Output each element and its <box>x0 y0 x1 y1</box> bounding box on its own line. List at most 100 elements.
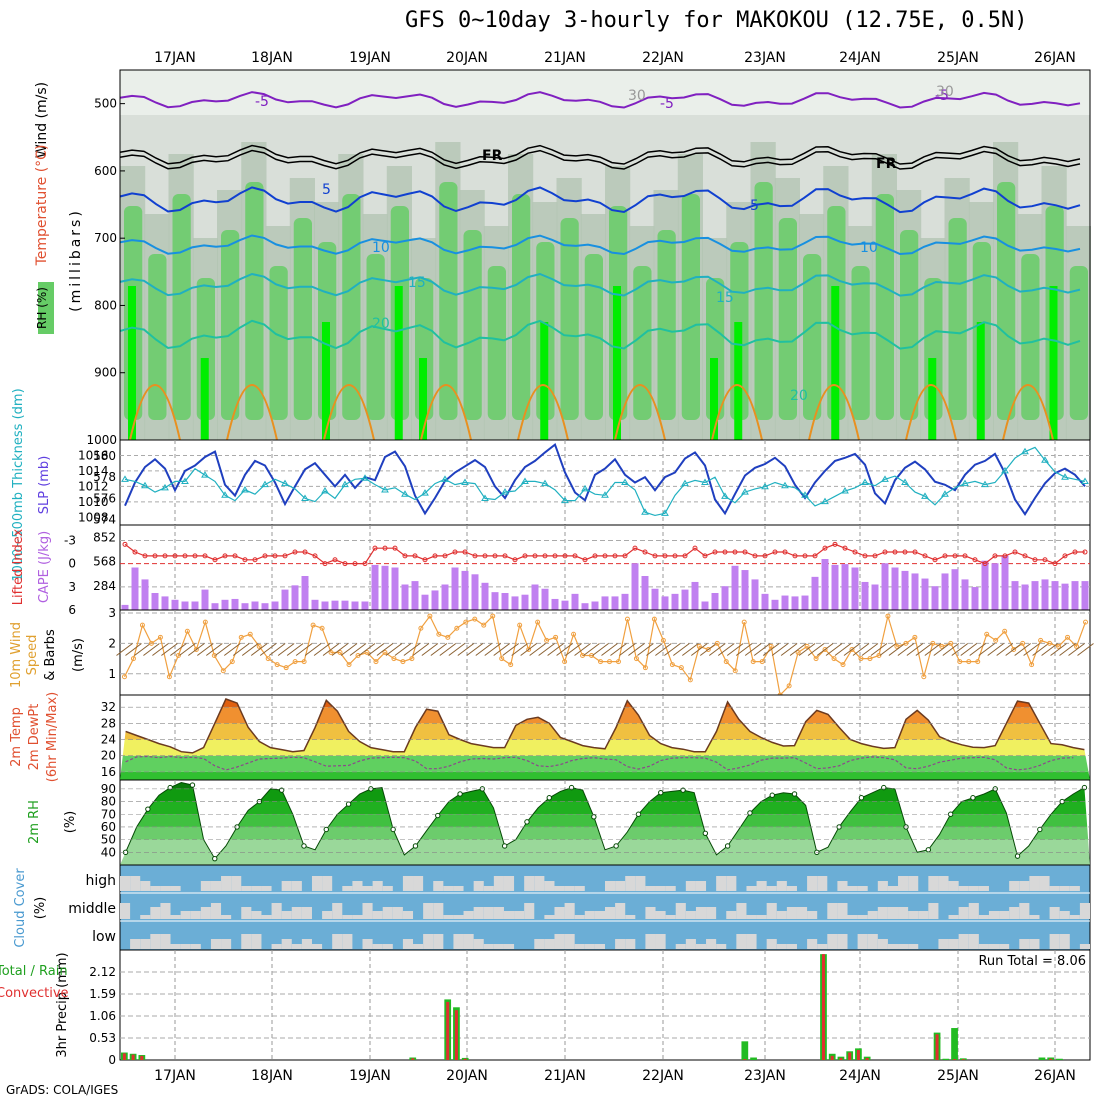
slp-tick-label: 1014 <box>78 464 109 478</box>
cape-bar <box>731 565 739 610</box>
lifted-index-point <box>272 553 278 559</box>
thickness-point <box>761 482 769 490</box>
cape-bar <box>801 595 809 610</box>
cape-bar <box>281 589 289 610</box>
cloud-high-bar <box>1029 876 1040 891</box>
precip-total-bar <box>1038 1057 1046 1060</box>
rh-point <box>658 789 664 796</box>
precip-axis-label: 3hr Precip (mm) <box>55 952 70 1057</box>
rh-point <box>769 792 775 798</box>
cloud-high-bar <box>120 876 131 891</box>
wind-speed-point <box>912 634 918 640</box>
date-label-bottom: 19JAN <box>349 1068 391 1084</box>
lifted-index-point <box>722 549 728 555</box>
cloud-high-bar <box>877 881 888 891</box>
cloud-low-bar <box>342 934 353 949</box>
wind-speed-point <box>741 619 747 625</box>
cloud-high-bar <box>554 886 565 891</box>
slp-tick-label: 1008 <box>78 510 109 524</box>
lifted-index-point <box>652 553 658 559</box>
cloud-middle-bar <box>736 903 747 919</box>
cape-bar <box>471 574 479 610</box>
precip-tick-label: 0.53 <box>89 1031 116 1045</box>
lifted-index-point <box>732 549 738 555</box>
cloud-low-bar <box>908 944 919 949</box>
rh-point <box>323 826 329 833</box>
precip-total-bar <box>750 1057 757 1060</box>
lifted-index-point <box>372 545 378 551</box>
thickness-point <box>141 481 149 489</box>
cloud-middle-bar <box>786 907 797 919</box>
precip-convective-bar <box>743 1059 747 1060</box>
slp-tick-label: 1012 <box>78 479 109 493</box>
cloud-high-bar <box>311 876 323 891</box>
rh-point <box>858 795 865 801</box>
cape-bar <box>761 593 769 610</box>
wind-speed-point <box>310 622 316 628</box>
temp-contour-10 <box>119 234 1081 256</box>
thickness-point <box>701 478 709 485</box>
wind-speed-point <box>130 656 136 662</box>
lifted-index-point <box>402 553 408 559</box>
cloud-high-bar <box>1059 886 1070 891</box>
wind-speed-point <box>508 662 514 668</box>
wind-speed-point <box>571 631 577 637</box>
wind-speed-point <box>903 640 909 646</box>
wind-speed-point <box>669 662 675 668</box>
lifted-index-point <box>312 553 318 559</box>
cloud-middle-bar <box>766 903 777 919</box>
thickness-point <box>661 509 669 516</box>
cloud-high-bar <box>291 881 302 891</box>
rh-point <box>145 806 151 812</box>
lifted-index-point <box>882 549 888 555</box>
wind-speed-point <box>247 631 253 637</box>
thickness-point <box>321 487 329 494</box>
rh-band-bright <box>128 286 136 440</box>
cape-bar <box>621 593 629 610</box>
wind-speed-point <box>1011 646 1017 652</box>
wind-barb <box>1023 643 1040 656</box>
wind-speed-point <box>651 616 657 622</box>
wind-barb <box>897 643 915 656</box>
lifted-index-point <box>232 553 238 559</box>
contour-label: 10 <box>372 240 390 256</box>
wind-speed-point <box>148 640 154 646</box>
wind-speed-point <box>768 643 774 649</box>
lifted-index-point <box>872 553 878 559</box>
cape-bar <box>421 594 429 610</box>
rh-point <box>546 795 552 801</box>
cape-bar <box>601 596 609 610</box>
lifted-index-point <box>502 553 508 559</box>
wind-speed-point <box>490 613 496 619</box>
lifted-index-point <box>702 553 708 559</box>
rh-point <box>591 814 597 820</box>
lifted-index-point <box>532 553 538 559</box>
cloud-middle-bar <box>756 915 767 919</box>
cloud-middle-bar <box>645 907 656 919</box>
precip-convective-bar <box>953 1059 957 1060</box>
wind-barb <box>574 643 591 656</box>
cape-bar <box>161 596 169 610</box>
lifted-index-point <box>472 553 478 559</box>
lifted-index-point <box>522 553 528 559</box>
wind-speed-point <box>454 625 460 631</box>
cape-bar <box>391 567 399 610</box>
rh-band-green <box>754 182 773 420</box>
date-label-top: 20JAN <box>446 50 488 66</box>
rh-band-green <box>875 194 894 420</box>
wind-speed-point <box>642 665 648 671</box>
cape-bar <box>661 596 669 610</box>
wind-speed-point <box>687 677 693 683</box>
rh-band-green <box>269 266 288 420</box>
wind-barb <box>152 643 169 656</box>
wind-units-label: (m/s) <box>71 638 86 672</box>
cloud-middle-bar <box>332 903 343 919</box>
thickness-point <box>281 479 289 487</box>
wind-speed-point <box>175 653 181 659</box>
cloud-low-bar <box>706 939 717 949</box>
thickness-point <box>521 477 529 484</box>
temp-contour-30 <box>517 384 569 441</box>
wind-barb <box>223 643 241 656</box>
cloud-low-bar <box>564 934 575 949</box>
wind-speed-point <box>606 659 612 665</box>
